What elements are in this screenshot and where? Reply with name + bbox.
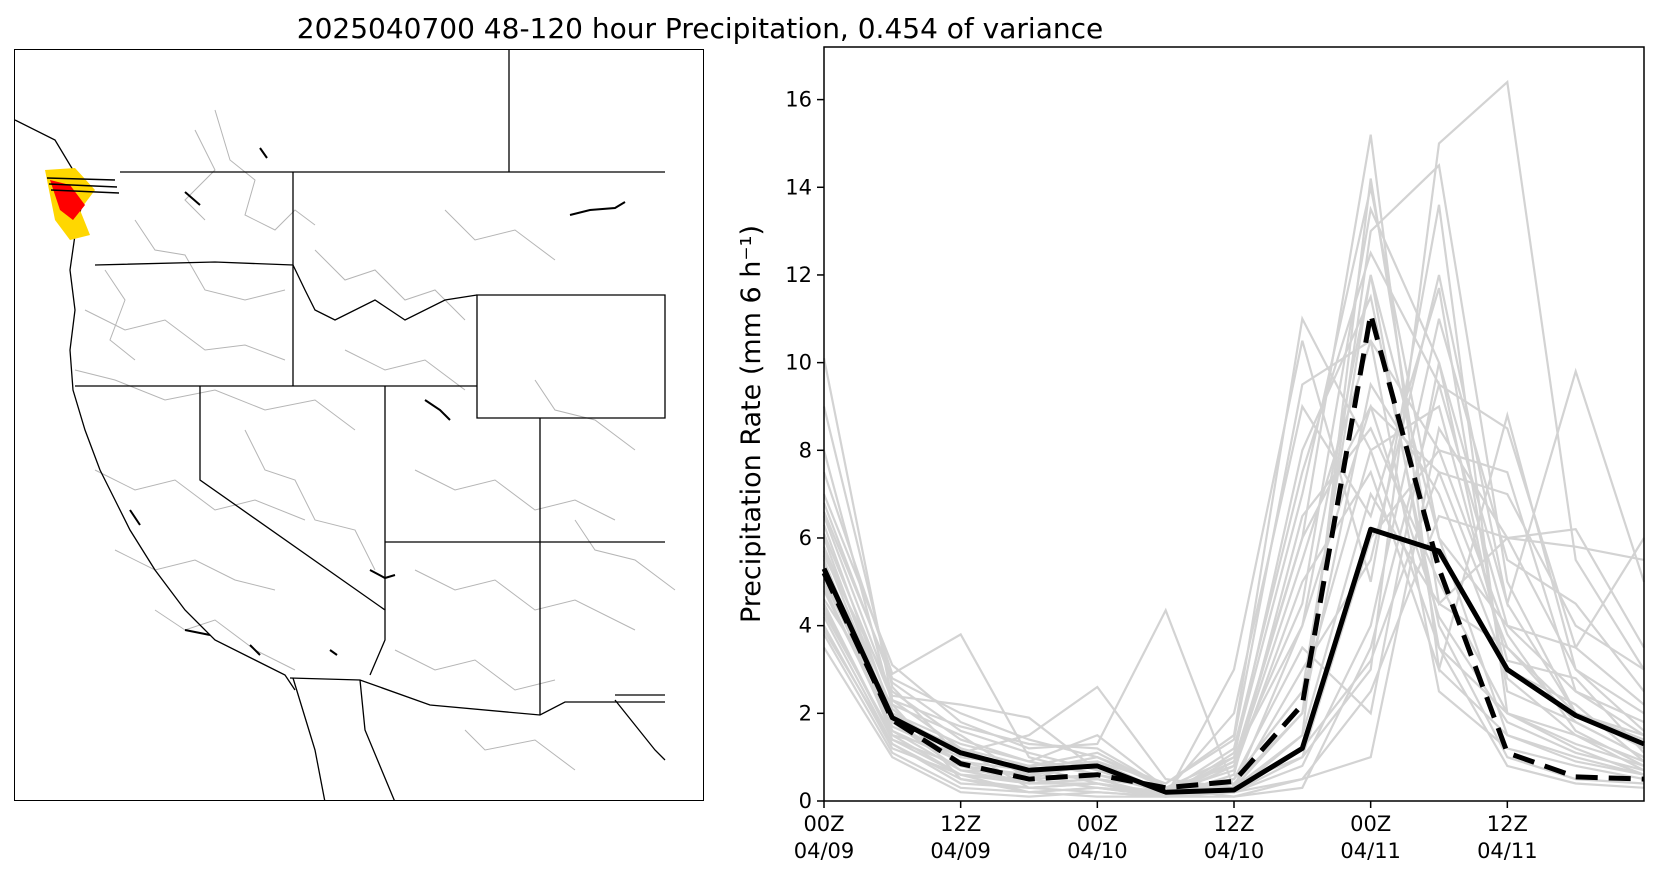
x-tick-label-date: 04/09 (794, 839, 855, 863)
lakes (129, 147, 626, 656)
basin-map (15, 50, 676, 800)
x-tick-label-time: 00Z (1350, 812, 1391, 836)
ensemble-member-line-7 (822, 163, 1645, 789)
y-tick-label: 12 (785, 263, 812, 287)
basin-boundaries (74, 109, 676, 771)
ensemble-member-line-9 (822, 204, 1645, 798)
x-tick-label-date: 04/10 (1204, 839, 1265, 863)
x-tick-label-time: 12Z (940, 812, 981, 836)
ensemble-member-lines (822, 79, 1646, 798)
y-tick-label: 0 (799, 789, 812, 813)
ensemble-member-line-10 (823, 250, 1645, 794)
y-tick-label: 14 (785, 175, 812, 199)
x-tick-label-date: 04/10 (1067, 839, 1128, 863)
y-tick-label: 4 (799, 614, 812, 638)
x-tick-label-date: 04/11 (1477, 839, 1538, 863)
y-tick-label: 10 (785, 351, 812, 375)
y-tick-label: 8 (799, 438, 812, 462)
x-tick-label-time: 12Z (1213, 812, 1254, 836)
figure-title: 2025040700 48-120 hour Precipitation, 0.… (296, 12, 1104, 45)
y-axis-ticks: 0 2 4 6 8 10 12 14 16 (785, 88, 824, 813)
y-tick-label: 6 (799, 526, 812, 550)
x-tick-label-time: 12Z (1487, 812, 1528, 836)
ensemble-member-line-25 (822, 187, 1645, 798)
dashed-summary-line (821, 311, 1645, 791)
x-axis-ticks: 00Z 04/09 12Z 04/09 00Z 04/10 12Z 04/10 00Z 04/11… (794, 801, 1538, 863)
x-tick-label-date: 04/09 (930, 839, 991, 863)
ensemble-member-line-21 (822, 205, 1645, 794)
ensemble-member-line-1 (822, 357, 1645, 789)
ensemble-member-line-8 (822, 79, 1645, 789)
y-tick-label: 16 (785, 88, 812, 112)
summary-lines (821, 311, 1645, 795)
x-tick-label-time: 00Z (803, 812, 844, 836)
ensemble-member-line-30 (823, 403, 1645, 798)
highlighted-basin (45, 168, 120, 240)
ensemble-member-line-19 (823, 426, 1645, 798)
y-tick-label: 2 (799, 701, 812, 725)
basin-map-panel (14, 49, 704, 801)
y-axis-label: Precipitation Rate (mm 6 h⁻¹) (736, 225, 767, 623)
x-tick-label-time: 00Z (1077, 812, 1118, 836)
x-tick-label-date: 04/11 (1340, 839, 1401, 863)
solid-summary-line (821, 526, 1645, 795)
ensemble-member-line-6 (822, 287, 1645, 794)
ensemble-member-line-28 (822, 339, 1645, 785)
plot-frame (823, 46, 1645, 802)
